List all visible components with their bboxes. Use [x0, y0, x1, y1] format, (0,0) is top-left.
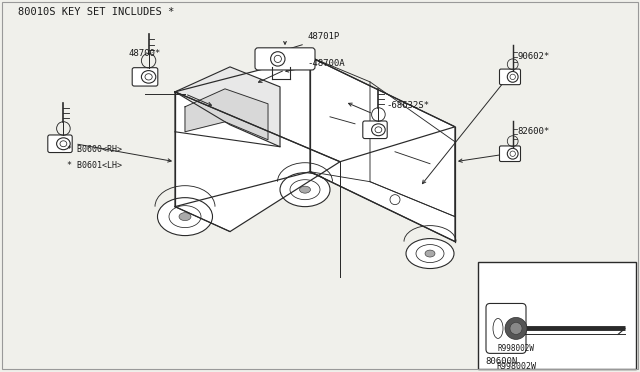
Text: * B0601<LH>: * B0601<LH> [67, 161, 122, 170]
Text: -68632S*: -68632S* [386, 101, 429, 110]
Text: 82600*: 82600* [517, 127, 549, 136]
Circle shape [508, 148, 518, 159]
Circle shape [271, 52, 285, 66]
FancyBboxPatch shape [499, 146, 520, 161]
FancyBboxPatch shape [486, 304, 526, 353]
Ellipse shape [300, 186, 310, 193]
FancyBboxPatch shape [132, 68, 158, 86]
Ellipse shape [141, 71, 156, 83]
Text: R998002W: R998002W [498, 344, 535, 353]
Ellipse shape [56, 138, 70, 150]
Polygon shape [175, 57, 455, 162]
Circle shape [510, 323, 522, 334]
Polygon shape [175, 92, 340, 232]
FancyBboxPatch shape [255, 48, 315, 70]
Polygon shape [175, 67, 280, 147]
Text: R998002W: R998002W [496, 362, 536, 371]
Ellipse shape [157, 198, 212, 235]
Text: 80600N: 80600N [485, 357, 517, 366]
Text: 90602*: 90602* [517, 52, 549, 61]
Ellipse shape [425, 250, 435, 257]
Text: 48701P: 48701P [307, 32, 339, 41]
FancyBboxPatch shape [363, 121, 387, 138]
Polygon shape [310, 57, 455, 241]
FancyBboxPatch shape [48, 135, 72, 153]
Text: 80010S KEY SET INCLUDES *: 80010S KEY SET INCLUDES * [18, 7, 174, 17]
FancyBboxPatch shape [499, 69, 520, 85]
Text: 48700*: 48700* [129, 49, 161, 58]
Ellipse shape [406, 238, 454, 269]
Polygon shape [185, 89, 268, 140]
Ellipse shape [280, 173, 330, 206]
Text: -48700A: -48700A [307, 60, 344, 68]
Ellipse shape [372, 124, 385, 136]
Circle shape [505, 317, 527, 339]
Ellipse shape [179, 213, 191, 221]
Text: * B0600<RH>: * B0600<RH> [67, 145, 122, 154]
Circle shape [508, 71, 518, 82]
Bar [478, 262, 636, 369]
